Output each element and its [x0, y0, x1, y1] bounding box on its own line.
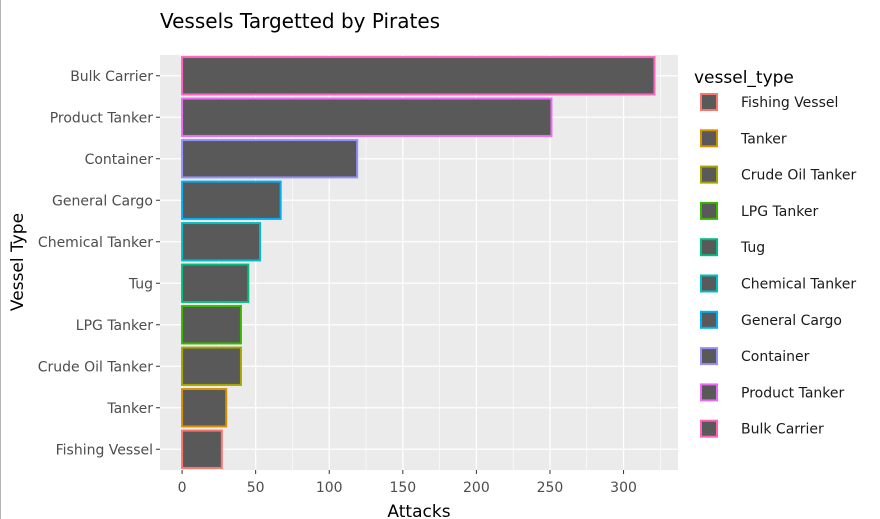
x-tick-label: 200 — [463, 480, 490, 496]
y-tick-label: LPG Tanker — [76, 318, 153, 334]
legend: vessel_type Fishing Vessel Tanker Crude Oi… — [694, 68, 857, 438]
x-tick-label: 150 — [389, 480, 416, 496]
y-tick-label: Crude Oil Tanker — [38, 359, 154, 375]
legend-items: Fishing Vessel Tanker Crude Oil Tanker LPG … — [700, 93, 857, 438]
legend-key: LPG Tanker — [700, 201, 818, 220]
bar-product-tanker — [181, 97, 553, 137]
bar-tug — [181, 263, 250, 303]
y-tick-label: Fishing Vessel — [56, 442, 153, 458]
y-axis: Fishing Vessel Tanker Crude Oil Tanker LPG … — [38, 69, 160, 458]
bar-tanker — [181, 388, 228, 428]
legend-title: vessel_type — [694, 68, 794, 88]
y-tick-label: Container — [85, 152, 154, 168]
bar-crude-oil-tanker — [181, 346, 242, 386]
legend-label: Container — [741, 349, 810, 365]
legend-swatch — [700, 201, 718, 220]
bar-fishing-vessel — [181, 429, 223, 469]
legend-label: Chemical Tanker — [741, 277, 856, 293]
bar-container — [181, 139, 359, 179]
legend-swatch — [700, 129, 718, 148]
x-tick-label: 100 — [316, 480, 343, 496]
bar-bulk-carrier — [181, 56, 656, 96]
x-tick-label: 0 — [178, 480, 187, 496]
legend-swatch — [700, 419, 718, 438]
legend-key: General Cargo — [700, 310, 842, 329]
y-tick-label: Chemical Tanker — [38, 235, 153, 251]
legend-key: Bulk Carrier — [700, 419, 824, 438]
legend-swatch — [700, 274, 718, 293]
chart-title: Vessels Targetted by Pirates — [160, 9, 440, 33]
x-axis-title: Attacks — [387, 502, 450, 519]
legend-label: LPG Tanker — [741, 204, 818, 220]
left-border — [0, 0, 1, 519]
bar-chemical-tanker — [181, 222, 262, 262]
bars — [181, 56, 656, 469]
legend-key: Fishing Vessel — [700, 93, 838, 111]
legend-key: Container — [700, 347, 810, 366]
x-axis: 0 50 100 150 200 250 300 — [178, 470, 637, 496]
bar-general-cargo — [181, 180, 282, 220]
x-tick-label: 300 — [610, 480, 637, 496]
legend-label: Crude Oil Tanker — [741, 168, 857, 184]
x-tick-label: 250 — [537, 480, 564, 496]
legend-key: Crude Oil Tanker — [700, 165, 857, 184]
y-axis-title: Vessel Type — [8, 213, 28, 311]
legend-swatch — [700, 93, 718, 111]
x-tick-label: 50 — [247, 480, 265, 496]
y-tick-label: General Cargo — [52, 193, 153, 209]
legend-label: Tanker — [740, 131, 787, 147]
legend-swatch — [700, 347, 718, 366]
legend-label: Product Tanker — [741, 385, 845, 401]
y-tick-label: Product Tanker — [50, 110, 154, 126]
legend-swatch — [700, 238, 718, 257]
legend-key: Tug — [700, 238, 765, 257]
legend-label: Bulk Carrier — [741, 422, 824, 438]
legend-swatch — [700, 383, 718, 402]
legend-label: Tug — [740, 240, 765, 256]
legend-key: Tanker — [700, 129, 787, 148]
y-tick-label: Tanker — [106, 401, 153, 417]
bar-lpg-tanker — [181, 305, 242, 345]
legend-key: Product Tanker — [700, 383, 845, 402]
legend-label: Fishing Vessel — [741, 95, 838, 111]
legend-label: General Cargo — [741, 313, 842, 329]
y-tick-label: Bulk Carrier — [70, 69, 153, 85]
legend-swatch — [700, 165, 718, 184]
y-tick-label: Tug — [128, 276, 153, 292]
legend-key: Chemical Tanker — [700, 274, 856, 293]
legend-swatch — [700, 310, 718, 329]
